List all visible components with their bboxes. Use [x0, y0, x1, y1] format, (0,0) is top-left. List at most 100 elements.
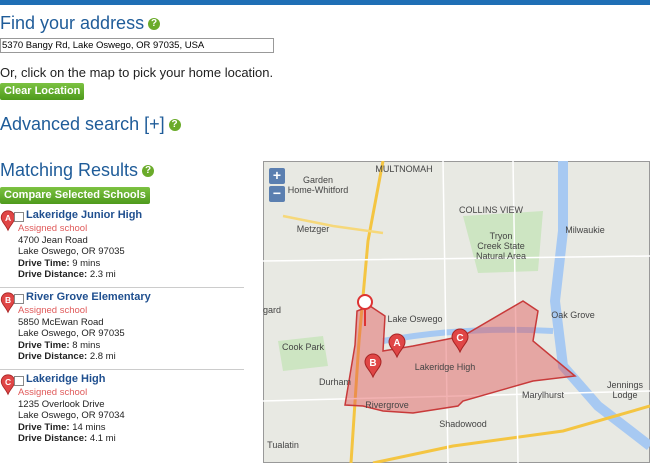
detail-value: 4.1 mi	[89, 433, 116, 444]
separator	[0, 369, 244, 370]
school-city: Lake Oswego, OR 97034	[18, 410, 125, 421]
detail-value: 2.3 mi	[89, 269, 116, 280]
school-name[interactable]: River Grove Elementary	[26, 291, 151, 303]
pin-letter: A	[393, 338, 400, 349]
map-label-line: igard	[263, 305, 281, 315]
river	[549, 161, 650, 450]
detail-label: Drive Time:	[18, 421, 70, 433]
map-label-line: Garden	[303, 175, 333, 185]
detail-value: 8 mins	[72, 339, 101, 351]
detail-value: 9 mins	[72, 257, 101, 269]
map-label: Cook Park	[282, 342, 325, 352]
checkbox[interactable]	[14, 294, 24, 304]
pin-letter: C	[5, 377, 11, 387]
school-status: Assigned school	[18, 305, 88, 316]
map-label-line: COLLINS VIEW	[459, 205, 524, 215]
help-icon[interactable]: ?	[168, 119, 181, 131]
title-text: Find your address	[0, 13, 145, 33]
school-street: 5850 McEwan Road	[18, 316, 104, 328]
school-row: A Lakeridge Junior High Assigned school 470…	[0, 209, 244, 290]
map-label: Lake Oswego	[387, 314, 442, 324]
advanced-search[interactable]: Advanced search [+]?	[0, 114, 181, 135]
pin-shape	[388, 333, 406, 359]
pin-shape	[364, 353, 382, 379]
map-label: MULTNOMAH	[375, 164, 432, 174]
highway	[349, 161, 385, 463]
map-label-line: Creek State	[477, 241, 525, 251]
zoom-label[interactable]: −	[273, 185, 281, 201]
map-label: Milwaukie	[565, 225, 605, 235]
top-bar	[0, 0, 650, 5]
school-pin[interactable]: A	[388, 333, 406, 359]
detail-label: Drive Distance:	[18, 433, 88, 444]
map-label-line: Lodge	[612, 390, 637, 400]
pin-letter: B	[369, 358, 376, 369]
map-label-line: MULTNOMAH	[375, 164, 432, 174]
pin-shape	[0, 292, 16, 314]
detail-value: 14 mins	[72, 421, 106, 433]
school-name[interactable]: Lakeridge Junior High	[26, 209, 143, 221]
school-pin[interactable]: C	[451, 328, 469, 354]
school-marker: A	[0, 210, 16, 232]
park-area	[278, 336, 328, 371]
highway	[282, 214, 384, 235]
help-icon[interactable]: ?	[142, 165, 155, 177]
pin-shape	[0, 374, 16, 396]
map-label-line: Shadowood	[439, 419, 487, 429]
map-label-line: Cook Park	[282, 342, 325, 352]
school-status: Assigned school	[18, 223, 88, 234]
results-title-text: Matching Results	[0, 160, 139, 180]
map-label-line: Lakeridge High	[415, 362, 476, 372]
map-label: Durham	[319, 377, 351, 387]
map-label-line: Metzger	[297, 224, 330, 234]
detail-value: 2.8 mi	[89, 351, 116, 362]
compare-button[interactable]: Compare Selected Schools	[0, 187, 150, 204]
school-status: Assigned school	[18, 387, 88, 398]
map-label-line: Marylhurst	[522, 390, 565, 400]
zoom-label[interactable]: +	[273, 167, 281, 183]
school-city: Lake Oswego, OR 97035	[18, 328, 125, 339]
advanced-search-text[interactable]: Advanced search [+]	[0, 114, 165, 134]
detail-line: Drive Distance: 2.8 mi	[18, 351, 125, 363]
map-label-line: Tryon	[490, 231, 513, 241]
map[interactable]: + − Garden Home-Whitford MULTNOMAH Metzger Tr…	[263, 161, 650, 463]
separator	[0, 287, 244, 288]
detail-line: Drive Time: 9 mins	[18, 258, 125, 270]
detail-label: Drive Distance:	[18, 351, 88, 362]
map-label: Rivergrove	[365, 400, 409, 410]
school-street: 1235 Overlook Drive	[18, 398, 105, 410]
school-details: Assigned school 1235 Overlook Drive Lake O…	[18, 387, 125, 445]
checkbox[interactable]	[14, 376, 24, 386]
map-label-line: Durham	[319, 377, 351, 387]
detail-line: Drive Distance: 2.3 mi	[18, 269, 125, 281]
zoom-button[interactable]	[269, 168, 285, 184]
clear-location-button[interactable]: Clear Location	[0, 83, 85, 100]
detail-label: Drive Time:	[18, 257, 70, 269]
map-label: COLLINS VIEW	[459, 205, 524, 215]
map-label: Tryon Creek State Natural Area	[476, 231, 526, 261]
map-label: Tualatin	[267, 440, 299, 450]
school-pin[interactable]: B	[364, 353, 382, 379]
detail-line: Drive Time: 14 mins	[18, 422, 125, 434]
school-marker: C	[0, 374, 16, 396]
road	[263, 161, 650, 463]
map-label-line: Natural Area	[476, 251, 526, 261]
map-label: Oak Grove	[551, 310, 595, 320]
zoom-button[interactable]	[269, 186, 285, 202]
school-row: C Lakeridge High Assigned school 1235 Overl…	[0, 373, 244, 454]
results-title: Matching Results?	[0, 160, 155, 181]
school-name[interactable]: Lakeridge High	[26, 373, 106, 385]
address-input[interactable]: 5370 Bangy Rd, Lake Oswego, OR 97035, US…	[0, 38, 274, 53]
map-background	[263, 161, 650, 463]
pin-shape	[451, 328, 469, 354]
help-icon[interactable]: ?	[148, 18, 161, 30]
detail-line: Drive Distance: 4.1 mi	[18, 433, 125, 445]
map-label-line: Home-Whitford	[288, 185, 349, 195]
detail-label: Drive Distance:	[18, 269, 88, 280]
detail-line: Drive Time: 8 mins	[18, 340, 125, 352]
home-marker	[357, 294, 373, 326]
checkbox[interactable]	[14, 212, 24, 222]
pin-shape	[0, 210, 16, 232]
school-row: B River Grove Elementary Assigned school 58…	[0, 291, 244, 372]
